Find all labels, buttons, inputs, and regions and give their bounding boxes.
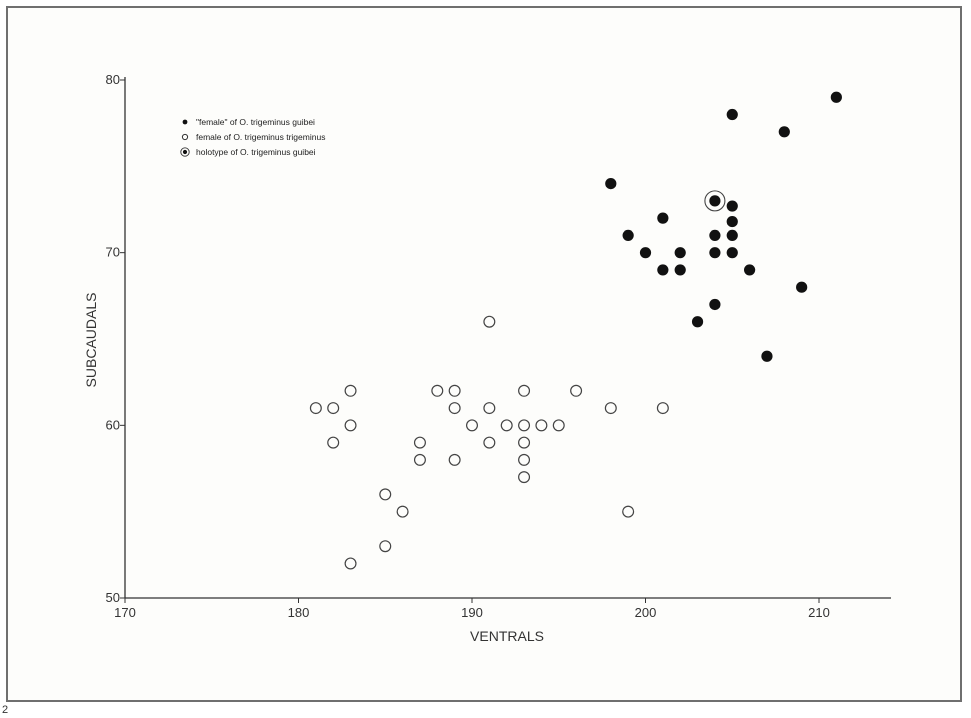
open-point xyxy=(518,436,531,449)
filled-point xyxy=(709,298,721,311)
open-point xyxy=(656,402,669,415)
x-tick-label: 170 xyxy=(114,605,136,620)
legend-label: "female" of O. trigeminus guibei xyxy=(196,117,315,127)
open-point xyxy=(518,384,531,397)
y-tick-label: 70 xyxy=(106,245,120,260)
open-point xyxy=(413,436,426,449)
open-point xyxy=(604,402,617,415)
open-point xyxy=(535,419,548,432)
filled-point xyxy=(709,229,721,241)
filled-point xyxy=(709,195,721,207)
open-point xyxy=(327,436,340,449)
y-axis-title: SUBCAUDALS xyxy=(83,293,99,388)
open-point xyxy=(448,402,461,415)
open-point xyxy=(413,453,426,466)
filled-point xyxy=(726,229,738,241)
filled-point xyxy=(726,200,738,212)
filled-point xyxy=(709,247,721,259)
y-tick-label: 80 xyxy=(106,72,120,87)
open-point xyxy=(448,453,461,466)
legend-filled-marker xyxy=(182,119,188,125)
filled-point xyxy=(796,281,808,293)
open-point xyxy=(396,505,409,518)
filled-point xyxy=(605,178,617,190)
x-tick-label: 180 xyxy=(288,605,310,620)
holotype-ring xyxy=(704,190,726,212)
open-point xyxy=(570,384,583,397)
open-point xyxy=(344,557,357,570)
legend: "female" of O. trigeminus guibei female o… xyxy=(180,117,325,157)
filled-point xyxy=(726,247,738,259)
filled-point xyxy=(657,212,669,224)
x-tick-label: 190 xyxy=(461,605,483,620)
open-point xyxy=(552,419,565,432)
y-tick-label: 60 xyxy=(106,417,120,432)
legend-label: female of O. trigeminus trigeminus xyxy=(196,132,325,142)
open-point xyxy=(431,384,444,397)
legend-open-marker xyxy=(181,133,189,141)
filled-point xyxy=(830,91,842,103)
legend-ring-dot xyxy=(182,149,188,155)
filled-point xyxy=(761,350,773,362)
filled-point xyxy=(657,264,669,276)
tick-labels: 170 180 190 200 210 50 60 70 80 xyxy=(106,72,830,620)
filled-point xyxy=(744,264,756,276)
open-point xyxy=(309,402,322,415)
filled-point xyxy=(622,229,634,241)
figure-number: 2 xyxy=(2,704,9,716)
open-point xyxy=(483,436,496,449)
open-point xyxy=(327,402,340,415)
y-tick-label: 50 xyxy=(106,590,120,605)
axes xyxy=(120,77,891,603)
open-point xyxy=(622,505,635,518)
open-point xyxy=(483,402,496,415)
open-point xyxy=(344,384,357,397)
legend-entry: holotype of O. trigeminus guibei xyxy=(180,147,316,157)
open-point xyxy=(448,384,461,397)
figure-frame xyxy=(6,6,962,702)
filled-point xyxy=(726,108,738,121)
data-points xyxy=(309,91,842,570)
open-point xyxy=(518,471,531,484)
filled-point xyxy=(778,126,790,138)
open-point xyxy=(518,419,531,432)
open-point xyxy=(466,419,479,432)
filled-point xyxy=(726,215,738,228)
legend-label: holotype of O. trigeminus guibei xyxy=(196,147,316,157)
filled-point xyxy=(639,247,652,259)
filled-point xyxy=(691,316,704,328)
legend-entry: female of O. trigeminus trigeminus xyxy=(181,132,325,142)
open-point xyxy=(344,419,357,432)
x-tick-label: 200 xyxy=(635,605,657,620)
legend-entry: "female" of O. trigeminus guibei xyxy=(182,117,315,127)
open-point xyxy=(379,488,392,501)
open-point xyxy=(518,453,531,466)
open-point xyxy=(500,419,513,432)
filled-point xyxy=(674,247,686,259)
x-tick-label: 210 xyxy=(808,605,830,620)
open-point xyxy=(379,540,392,553)
filled-point xyxy=(674,264,686,276)
open-point xyxy=(483,315,496,328)
x-axis-title: VENTRALS xyxy=(470,628,544,644)
legend-ring-marker xyxy=(180,147,190,157)
